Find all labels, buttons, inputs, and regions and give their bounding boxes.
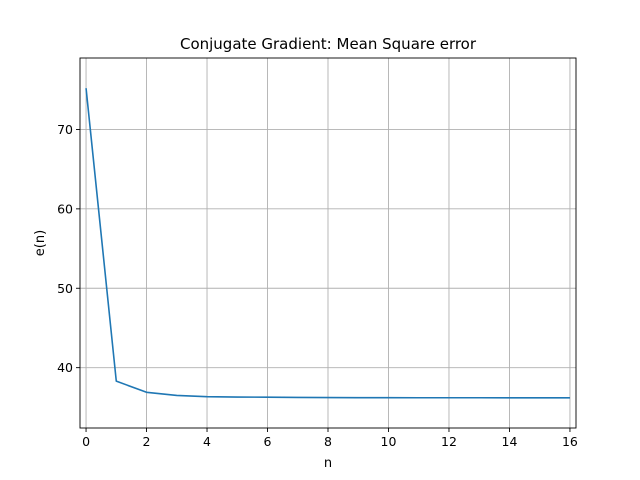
- x-tick-label: 12: [441, 434, 457, 449]
- x-tick-label: 16: [562, 434, 578, 449]
- y-tick-label: 40: [57, 360, 73, 375]
- x-tick-label: 6: [264, 434, 272, 449]
- grid: [80, 58, 576, 428]
- series-layer: [85, 88, 570, 399]
- x-tick-label: 8: [324, 434, 332, 449]
- y-tick-label: 60: [57, 201, 73, 216]
- x-tick-label: 2: [143, 434, 151, 449]
- ticks: 0 2 4 6 8 10 12 14 16 40 50 60 70: [57, 122, 578, 449]
- x-tick-label: 14: [502, 434, 518, 449]
- x-axis-label: n: [324, 456, 332, 471]
- chart-title: Conjugate Gradient: Mean Square error: [180, 35, 477, 53]
- series-line: [85, 88, 570, 399]
- x-tick-label: 10: [381, 434, 397, 449]
- x-tick-label: 4: [203, 434, 211, 449]
- y-axis-label: e(n): [33, 230, 48, 256]
- y-tick-label: 70: [57, 122, 73, 137]
- y-tick-label: 50: [57, 281, 73, 296]
- x-tick-label: 0: [82, 434, 90, 449]
